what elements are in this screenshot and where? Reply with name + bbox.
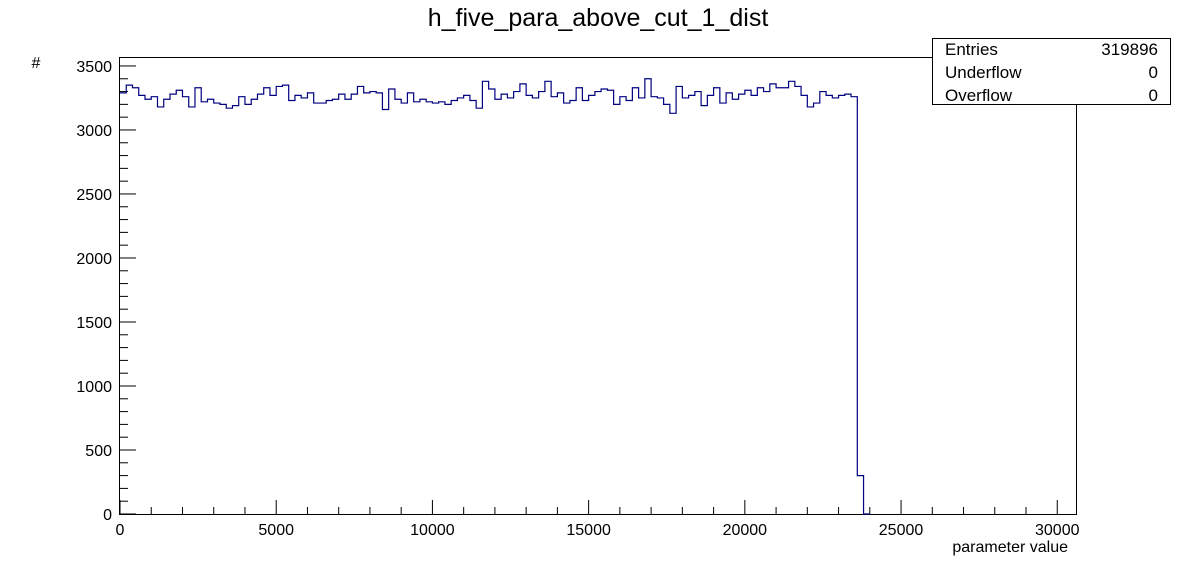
stats-row-overflow: Overflow 0 <box>945 86 1158 109</box>
x-tick-label: 25000 <box>879 522 924 539</box>
stats-box: Entries 319896 Underflow 0 Overflow 0 <box>932 38 1171 105</box>
underflow-value: 0 <box>1148 63 1158 82</box>
y-tick-label: 2000 <box>76 251 112 268</box>
x-tick-label: 30000 <box>1035 522 1080 539</box>
x-tick-label: 20000 <box>723 522 768 539</box>
overflow-value: 0 <box>1148 86 1158 105</box>
y-tick-label: 500 <box>85 443 112 460</box>
x-tick-label: 5000 <box>258 522 294 539</box>
chart-title: h_five_para_above_cut_1_dist <box>427 4 769 32</box>
y-tick-label: 0 <box>103 507 112 524</box>
x-tick-label: 0 <box>116 522 125 539</box>
x-axis: 0 5000 10000 15000 20000 25000 30000 <box>116 500 1080 539</box>
y-tick-label: 3000 <box>76 123 112 140</box>
y-tick-label: 1000 <box>76 379 112 396</box>
plot-frame <box>119 57 1077 515</box>
entries-value: 319896 <box>1101 40 1158 59</box>
y-axis: 0 500 1000 1500 2000 2500 3000 3500 <box>76 59 136 524</box>
underflow-label: Underflow <box>945 63 1022 82</box>
entries-label: Entries <box>945 40 998 59</box>
y-axis-label: # <box>32 55 41 72</box>
x-axis-label: parameter value <box>952 539 1068 556</box>
overflow-label: Overflow <box>945 86 1013 105</box>
y-tick-label: 2500 <box>76 187 112 204</box>
x-tick-label: 15000 <box>566 522 611 539</box>
x-tick-label: 10000 <box>410 522 455 539</box>
y-tick-label: 3500 <box>76 59 112 76</box>
stats-row-entries: Entries 319896 <box>945 40 1158 63</box>
histogram-line <box>120 78 870 515</box>
y-tick-label: 1500 <box>76 315 112 332</box>
stats-row-underflow: Underflow 0 <box>945 63 1158 86</box>
